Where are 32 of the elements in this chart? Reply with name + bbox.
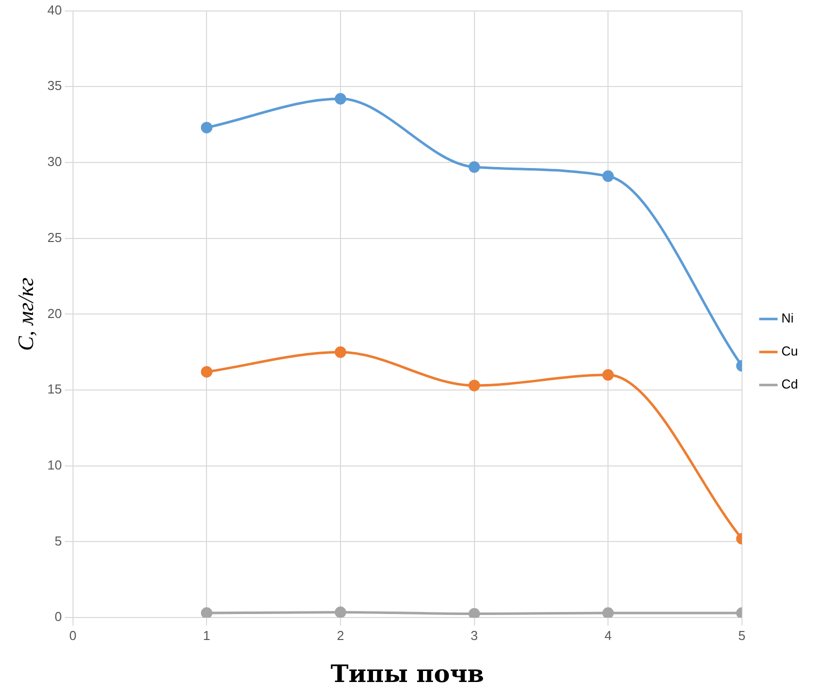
x-tick-label: 3 [470, 628, 478, 643]
y-tick-label: 35 [47, 78, 62, 94]
legend-label: Cd [781, 376, 798, 392]
point [334, 606, 346, 618]
x-tick-label: 4 [604, 628, 612, 643]
y-tick-label: 20 [47, 306, 62, 321]
x-tick-label: 0 [69, 628, 76, 643]
y-tick-label: 10 [47, 457, 62, 472]
point [602, 369, 614, 381]
point [468, 608, 480, 618]
y-tick-label: 0 [54, 609, 62, 624]
x-tick-label: 5 [738, 628, 746, 643]
point [468, 380, 480, 392]
x-tick-label: 1 [203, 628, 210, 643]
point [468, 161, 480, 173]
point [200, 607, 212, 618]
point [602, 607, 614, 618]
point [602, 170, 614, 182]
y-tick-label: 40 [47, 2, 62, 18]
y-tick-label: 30 [47, 154, 62, 170]
x-axis-title: Типы почв [330, 658, 484, 688]
y-tick-label: 5 [54, 533, 62, 548]
legend-label: Cu [781, 344, 798, 359]
y-axis-title: С, мг/кг [12, 277, 38, 351]
point [200, 122, 212, 134]
x-tick-label: 2 [336, 628, 344, 643]
y-tick-label: 15 [47, 382, 62, 397]
y-tick-label: 25 [47, 230, 62, 245]
legend-label: Ni [781, 310, 794, 326]
point [200, 366, 212, 378]
point [334, 93, 346, 105]
point [334, 346, 346, 358]
